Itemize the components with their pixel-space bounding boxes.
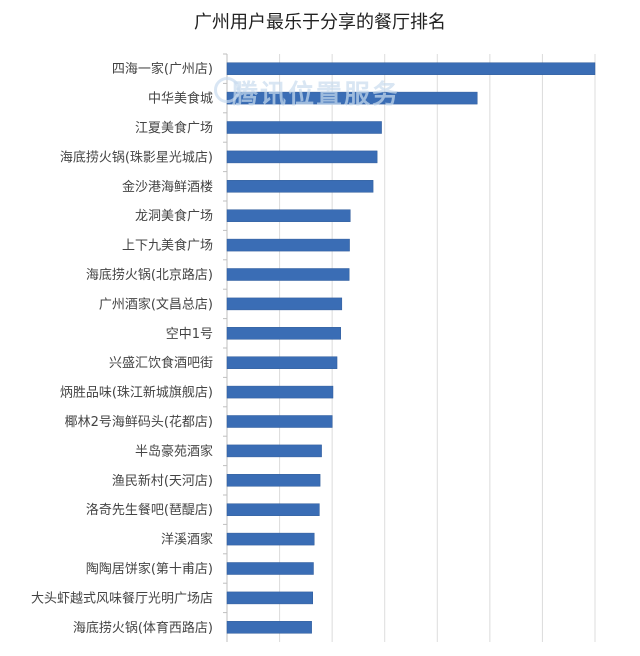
category-label: 兴盛汇饮食酒吧街: [109, 355, 213, 371]
bar: [226, 268, 350, 281]
category-label: 洛奇先生餐吧(琶醍店): [86, 502, 213, 518]
bar: [226, 327, 341, 340]
bar: [226, 532, 315, 546]
category-label: 海底捞火锅(体育西路店): [73, 620, 213, 636]
bar: [226, 621, 312, 634]
bar: [226, 91, 478, 105]
bar: [226, 474, 321, 487]
bar: [226, 209, 351, 222]
category-label: 陶陶居饼家(第十甫店): [86, 561, 213, 577]
category-label: 洋溪酒家: [161, 532, 213, 548]
category-label: 大头虾越式风味餐厅光明广场店: [31, 590, 213, 606]
bar: [226, 385, 334, 399]
category-label: 江夏美食广场: [135, 120, 213, 136]
bar: [226, 356, 338, 369]
bar: [226, 297, 343, 311]
bar: [226, 503, 320, 516]
watermark-logo-icon: [214, 77, 240, 103]
bar: [226, 150, 378, 164]
category-label: 上下九美食广场: [122, 238, 213, 254]
category-label: 金沙港海鲜酒楼: [122, 179, 213, 195]
bar: [226, 444, 322, 458]
category-label: 半岛豪苑酒家: [135, 443, 213, 459]
chart-title: 广州用户最乐于分享的餐厅排名: [194, 12, 446, 33]
category-label: 海底捞火锅(珠影星光城店): [60, 149, 213, 165]
bar: [226, 62, 596, 75]
category-label: 椰林2号海鲜码头(花都店): [65, 414, 213, 430]
category-label: 渔民新村(天河店): [112, 473, 213, 489]
bar: [226, 238, 350, 252]
category-label: 海底捞火锅(北京路店): [86, 267, 213, 283]
bar: [226, 591, 313, 605]
category-label: 炳胜品味(珠江新城旗舰店): [60, 385, 213, 401]
category-label: 中华美食城: [148, 91, 213, 107]
category-label: 龙洞美食广场: [135, 208, 213, 224]
category-label: 广州酒家(文昌总店): [99, 296, 213, 312]
bar: [226, 415, 333, 428]
bar: [226, 562, 314, 575]
bar: [226, 180, 374, 193]
category-label: 四海一家(广州店): [112, 61, 213, 77]
bar: [226, 121, 382, 134]
category-label: 空中1号: [166, 327, 213, 342]
